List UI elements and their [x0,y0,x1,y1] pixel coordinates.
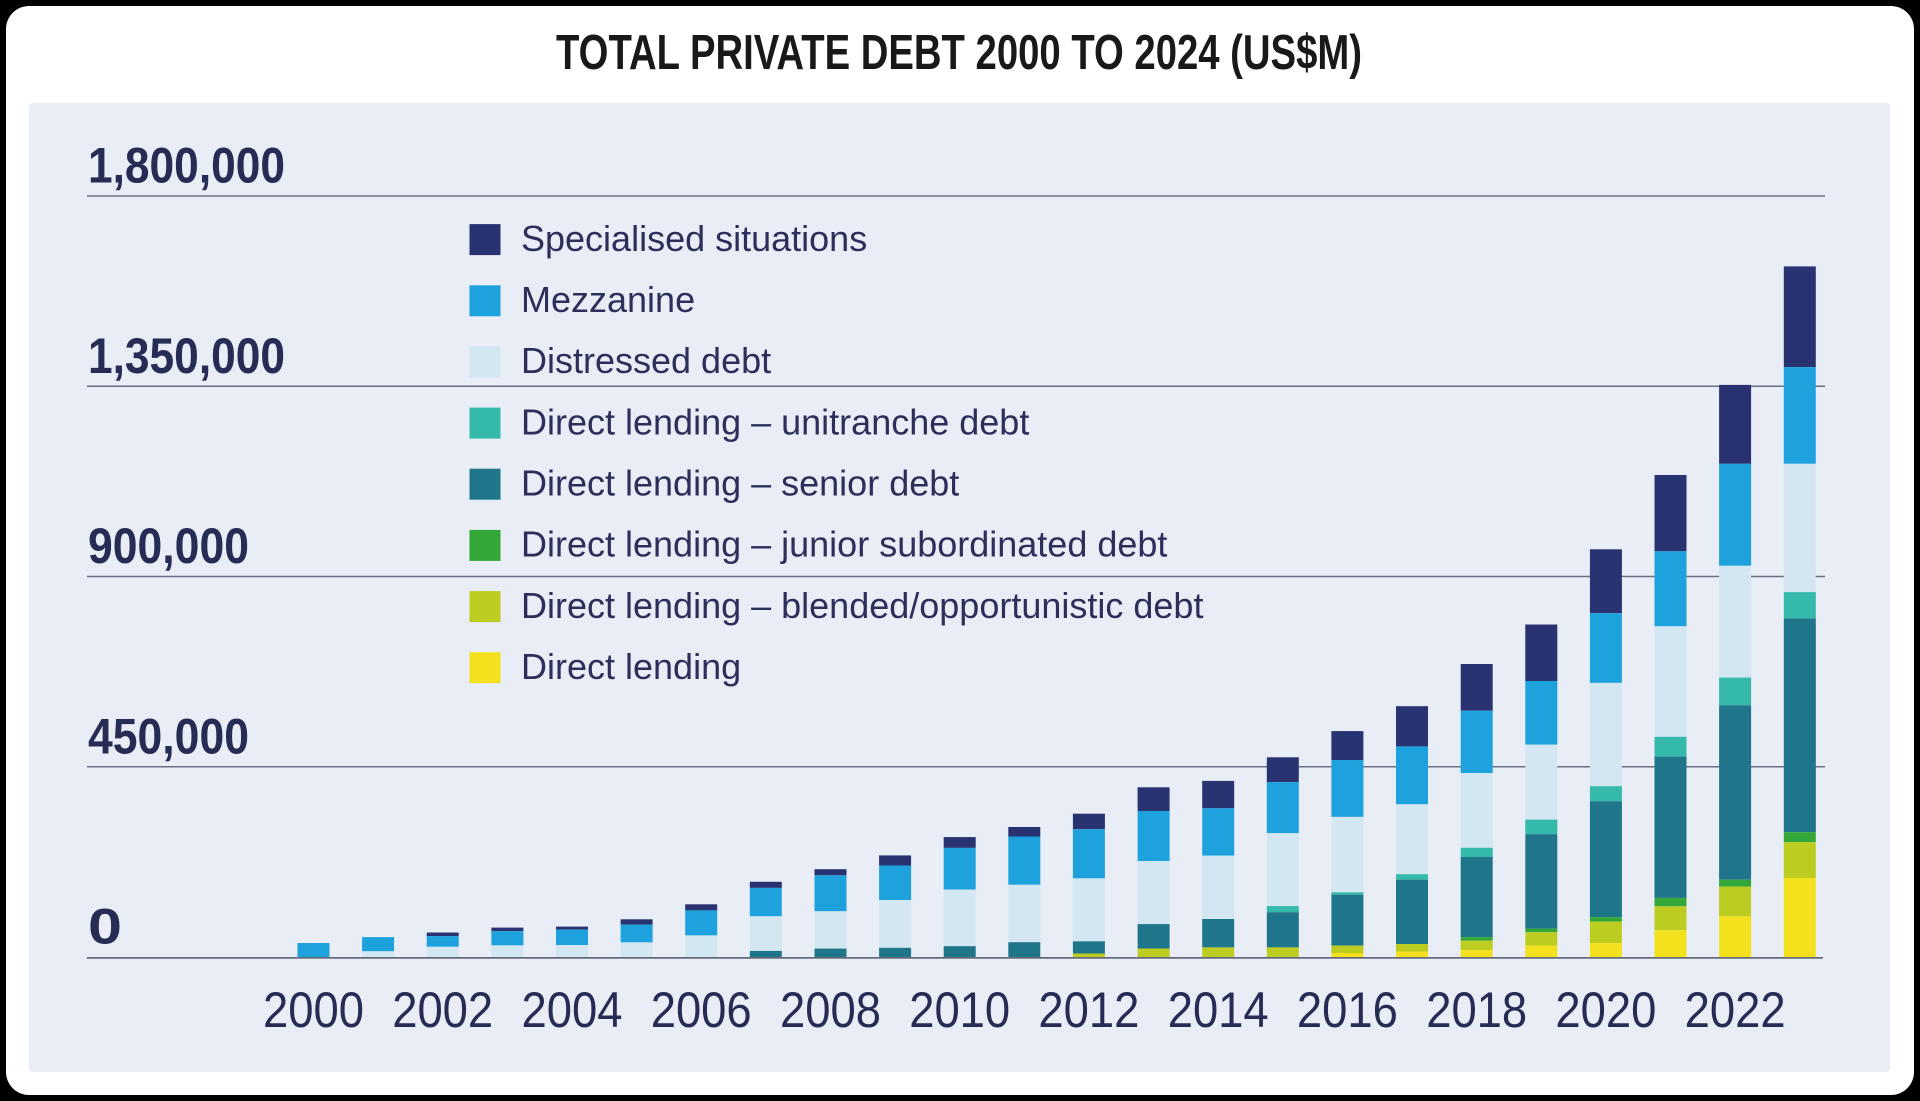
svg-text:Distressed debt: Distressed debt [521,340,771,381]
svg-text:0: 0 [88,899,122,955]
svg-text:1,350,000: 1,350,000 [88,328,285,384]
svg-text:1,800,000: 1,800,000 [88,138,285,194]
svg-text:Direct lending – blended/oppor: Direct lending – blended/opportunistic d… [521,585,1203,626]
svg-text:450,000: 450,000 [88,708,249,764]
svg-text:Specialised situations: Specialised situations [521,218,867,259]
svg-text:Direct lending – unitranche de: Direct lending – unitranche debt [521,401,1029,442]
svg-text:2022: 2022 [1685,982,1786,1038]
svg-text:2002: 2002 [392,982,493,1038]
svg-text:Direct lending: Direct lending [521,646,741,687]
svg-text:900,000: 900,000 [88,518,249,574]
svg-text:2020: 2020 [1555,982,1656,1038]
svg-text:Direct lending – senior debt: Direct lending – senior debt [521,462,959,503]
svg-text:2008: 2008 [780,982,881,1038]
svg-text:Mezzanine: Mezzanine [521,279,695,320]
svg-text:2006: 2006 [651,982,752,1038]
svg-text:2010: 2010 [909,982,1010,1038]
svg-text:2004: 2004 [522,982,623,1038]
svg-text:Direct lending – junior subord: Direct lending – junior subordinated deb… [521,524,1167,565]
svg-text:2014: 2014 [1168,982,1269,1038]
svg-text:2018: 2018 [1426,982,1527,1038]
svg-text:2012: 2012 [1038,982,1139,1038]
svg-text:2000: 2000 [263,982,364,1038]
svg-text:TOTAL PRIVATE DEBT 2000 TO 202: TOTAL PRIVATE DEBT 2000 TO 2024 (US$M) [556,26,1362,80]
svg-text:2016: 2016 [1297,982,1398,1038]
